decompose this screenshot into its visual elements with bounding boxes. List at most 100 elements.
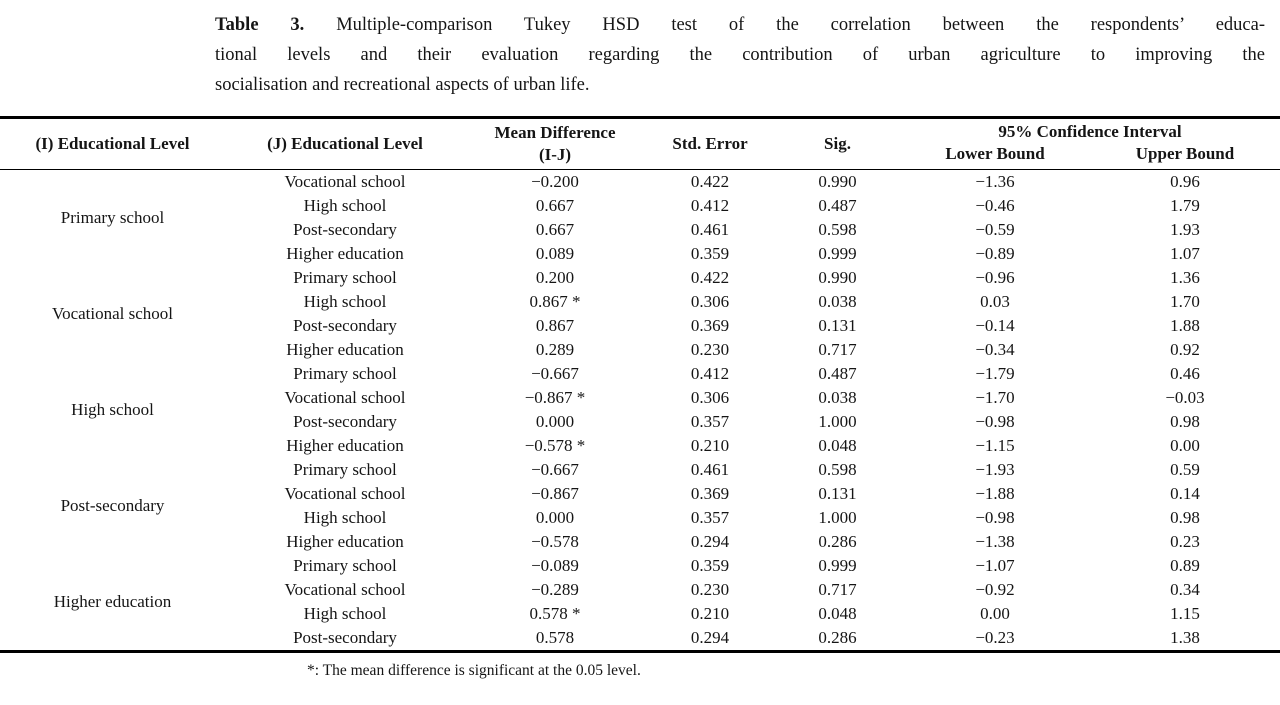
upper-bound-cell: 1.36 bbox=[1170, 268, 1200, 287]
caption-label: Table 3. bbox=[215, 15, 305, 35]
lower-bound-cell: −1.93 bbox=[975, 460, 1015, 479]
std-error-cell: 0.359 bbox=[690, 244, 730, 263]
mean-diff-cell: 0.867 * bbox=[529, 292, 581, 311]
upper-bound-cell: 0.98 bbox=[1170, 412, 1200, 431]
mean-diff-cell: 0.578 bbox=[535, 628, 575, 647]
lower-bound-cell: −0.59 bbox=[975, 220, 1015, 239]
table-row: Post-secondary 0.578 0.294 0.286 −0.23 1.38 bbox=[0, 626, 1280, 652]
sig-cell: 0.717 bbox=[818, 340, 857, 359]
sig-cell: 0.999 bbox=[818, 244, 857, 263]
sig-cell: 0.999 bbox=[818, 556, 857, 575]
std-error-cell: 0.357 bbox=[690, 508, 730, 527]
mean-diff-cell: 0.000 bbox=[535, 508, 575, 527]
group-label-cell: Higher education bbox=[53, 592, 172, 611]
j-level-cell: Primary school bbox=[293, 460, 397, 479]
std-error-cell: 0.306 bbox=[690, 388, 730, 407]
table-row: Higher education 0.289 0.230 0.717 −0.34 0.92 bbox=[0, 338, 1280, 362]
mean-diff-cell: 0.200 bbox=[535, 268, 575, 287]
table-row: Vocational school −0.289 0.230 0.717 −0.92 0.… bbox=[0, 578, 1280, 602]
sig-cell: 0.286 bbox=[818, 628, 857, 647]
caption-line-2: tional levels and their evaluation regar… bbox=[215, 45, 1265, 65]
upper-bound-cell: 0.89 bbox=[1170, 556, 1200, 575]
table-row: High school 0.000 0.357 1.000 −0.98 0.98 bbox=[0, 506, 1280, 530]
lower-bound-cell: −0.98 bbox=[975, 412, 1015, 431]
table-row: Vocational school −0.867 * 0.306 0.038 −1.70… bbox=[0, 386, 1280, 410]
upper-bound-cell: −0.03 bbox=[1165, 388, 1205, 407]
table-row: Post-secondary 0.000 0.357 1.000 −0.98 0.98 bbox=[0, 410, 1280, 434]
mean-diff-cell: 0.089 bbox=[535, 244, 575, 263]
upper-bound-cell: 0.14 bbox=[1170, 484, 1200, 503]
std-error-cell: 0.294 bbox=[690, 628, 730, 647]
table-row: High school Primary school −0.667 0.412 0.48… bbox=[0, 362, 1280, 419]
lower-bound-cell: 0.03 bbox=[980, 292, 1010, 311]
lower-bound-cell: −0.46 bbox=[975, 196, 1015, 215]
j-level-cell: High school bbox=[303, 292, 387, 311]
lower-bound-cell: −1.38 bbox=[975, 532, 1015, 551]
upper-bound-cell: 0.00 bbox=[1170, 436, 1200, 455]
std-error-cell: 0.412 bbox=[690, 196, 730, 215]
mean-diff-cell: 0.667 bbox=[535, 220, 575, 239]
std-error-cell: 0.412 bbox=[690, 364, 730, 383]
j-level-cell: Higher education bbox=[286, 340, 404, 359]
header-confidence-interval: 95% Confidence Interval bbox=[998, 122, 1182, 142]
j-level-cell: High school bbox=[303, 508, 387, 527]
j-level-cell: Vocational school bbox=[284, 388, 406, 407]
std-error-cell: 0.461 bbox=[690, 460, 730, 479]
j-level-cell: Post-secondary bbox=[293, 412, 397, 431]
table-row: High school 0.867 * 0.306 0.038 0.03 1.70 bbox=[0, 290, 1280, 314]
table-header: (I) Educational Level (J) Educational Le… bbox=[0, 118, 1280, 170]
lower-bound-cell: −1.15 bbox=[975, 436, 1015, 455]
std-error-cell: 0.294 bbox=[690, 532, 730, 551]
std-error-cell: 0.230 bbox=[690, 580, 730, 599]
std-error-cell: 0.422 bbox=[690, 268, 730, 287]
j-level-cell: Post-secondary bbox=[293, 316, 397, 335]
header-std-error: Std. Error bbox=[672, 134, 748, 153]
j-level-cell: Primary school bbox=[293, 556, 397, 575]
table-footnote: *: The mean difference is significant at… bbox=[307, 662, 641, 679]
sig-cell: 0.598 bbox=[818, 220, 857, 239]
group-label-cell: Vocational school bbox=[51, 304, 174, 323]
table-row: Post-secondary 0.667 0.461 0.598 −0.59 1.93 bbox=[0, 218, 1280, 242]
mean-diff-cell: 0.867 bbox=[535, 316, 575, 335]
std-error-cell: 0.369 bbox=[690, 484, 730, 503]
sig-cell: 0.990 bbox=[818, 268, 857, 287]
table-body: Primary school Vocational school −0.200 0.4… bbox=[0, 169, 1280, 652]
sig-cell: 0.131 bbox=[818, 484, 857, 503]
lower-bound-cell: −1.07 bbox=[975, 556, 1015, 575]
header-i-level: (I) Educational Level bbox=[35, 134, 190, 153]
sig-cell: 0.131 bbox=[818, 316, 857, 335]
lower-bound-cell: −0.89 bbox=[975, 244, 1015, 263]
group-label-cell: Post-secondary bbox=[60, 496, 165, 515]
lower-bound-cell: −0.23 bbox=[975, 628, 1015, 647]
header-row-2: Lower Bound Upper Bound bbox=[0, 143, 1280, 170]
j-level-cell: Post-secondary bbox=[293, 220, 397, 239]
upper-bound-cell: 0.96 bbox=[1170, 172, 1200, 191]
j-level-cell: High school bbox=[303, 196, 387, 215]
lower-bound-cell: −0.14 bbox=[975, 316, 1015, 335]
j-level-cell: Higher education bbox=[286, 436, 404, 455]
sig-cell: 0.487 bbox=[818, 196, 857, 215]
j-level-cell: Primary school bbox=[293, 364, 397, 383]
header-mean-difference: Mean Difference (I-J) bbox=[465, 118, 645, 170]
j-level-cell: Higher education bbox=[286, 532, 404, 551]
sig-cell: 0.038 bbox=[818, 388, 857, 407]
group-label-cell: Primary school bbox=[60, 208, 165, 227]
header-sig: Sig. bbox=[824, 134, 851, 153]
std-error-cell: 0.422 bbox=[690, 172, 730, 191]
mean-diff-cell: −0.200 bbox=[531, 172, 579, 191]
mean-diff-cell: −0.867 bbox=[531, 484, 579, 503]
upper-bound-cell: 1.70 bbox=[1170, 292, 1200, 311]
table-row: Vocational school −0.867 0.369 0.131 −1.88 0.… bbox=[0, 482, 1280, 506]
mean-diff-cell: −0.089 bbox=[531, 556, 579, 575]
lower-bound-cell: −1.70 bbox=[975, 388, 1015, 407]
header-j-level: (J) Educational Level bbox=[267, 134, 423, 153]
mean-diff-cell: 0.667 bbox=[535, 196, 575, 215]
sig-cell: 0.286 bbox=[818, 532, 857, 551]
mean-diff-cell: −0.578 * bbox=[524, 436, 586, 455]
std-error-cell: 0.230 bbox=[690, 340, 730, 359]
sig-cell: 0.717 bbox=[818, 580, 857, 599]
sig-cell: 0.990 bbox=[818, 172, 857, 191]
mean-diff-cell: −0.289 bbox=[531, 580, 579, 599]
j-level-cell: Higher education bbox=[286, 244, 404, 263]
upper-bound-cell: 1.93 bbox=[1170, 220, 1200, 239]
